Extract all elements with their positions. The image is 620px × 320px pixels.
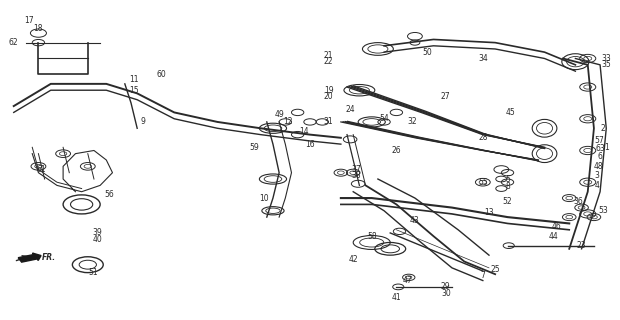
Text: 63: 63 [595, 144, 605, 153]
Text: 47: 47 [402, 276, 412, 285]
Text: 20: 20 [324, 92, 334, 101]
Text: 39: 39 [92, 228, 102, 237]
Text: FR.: FR. [42, 253, 56, 262]
Text: 50: 50 [422, 48, 432, 57]
Text: 2: 2 [601, 124, 606, 133]
Text: 22: 22 [324, 57, 334, 66]
Text: 53: 53 [598, 206, 608, 215]
Text: 12: 12 [283, 117, 293, 126]
Text: 61: 61 [37, 165, 46, 174]
Text: 14: 14 [299, 127, 309, 136]
Text: 45: 45 [506, 108, 515, 117]
Text: 51: 51 [88, 268, 97, 277]
Text: 5: 5 [505, 174, 510, 184]
Text: 48: 48 [594, 162, 604, 171]
Text: 17: 17 [24, 16, 34, 25]
Text: 10: 10 [259, 194, 268, 203]
Text: 25: 25 [490, 265, 500, 274]
Text: 8: 8 [505, 182, 510, 191]
Text: 1: 1 [604, 143, 609, 152]
Text: 37: 37 [352, 165, 361, 174]
Text: 24: 24 [345, 105, 355, 114]
FancyArrow shape [18, 253, 41, 262]
Text: 11: 11 [130, 75, 139, 84]
Text: 59: 59 [250, 143, 259, 152]
Text: 3: 3 [595, 172, 600, 180]
Text: 28: 28 [478, 133, 487, 142]
Text: 40: 40 [92, 235, 102, 244]
Text: 27: 27 [441, 92, 451, 101]
Text: 16: 16 [305, 140, 315, 148]
Text: 38: 38 [352, 172, 361, 180]
Text: 52: 52 [503, 197, 512, 206]
Text: 6: 6 [598, 152, 603, 161]
Text: 31: 31 [324, 117, 334, 126]
Text: 18: 18 [33, 24, 43, 33]
Text: 4: 4 [595, 181, 600, 190]
Text: 54: 54 [379, 114, 389, 123]
Text: 55: 55 [478, 178, 488, 187]
Text: 60: 60 [157, 70, 167, 79]
Text: 9: 9 [141, 117, 146, 126]
Text: 29: 29 [441, 282, 451, 292]
Text: 42: 42 [348, 255, 358, 264]
Text: 36: 36 [574, 197, 583, 206]
Text: 21: 21 [324, 51, 334, 60]
Text: 30: 30 [441, 289, 451, 298]
Text: 58: 58 [367, 232, 376, 241]
Text: 56: 56 [105, 190, 114, 199]
Text: 7: 7 [480, 271, 485, 280]
Text: 13: 13 [484, 208, 494, 217]
Text: 33: 33 [601, 54, 611, 63]
Text: 62: 62 [9, 38, 19, 47]
Text: 43: 43 [410, 216, 420, 225]
Text: 57: 57 [594, 136, 604, 146]
Text: 26: 26 [392, 146, 401, 155]
Text: 41: 41 [392, 293, 401, 302]
Text: 35: 35 [601, 60, 611, 69]
Text: 44: 44 [549, 232, 559, 241]
Text: 32: 32 [407, 117, 417, 126]
Text: 23: 23 [577, 241, 587, 250]
Text: 34: 34 [478, 54, 488, 63]
Text: 49: 49 [274, 109, 284, 118]
Text: 15: 15 [130, 86, 139, 95]
Text: 19: 19 [324, 86, 334, 95]
Text: 46: 46 [552, 222, 562, 231]
